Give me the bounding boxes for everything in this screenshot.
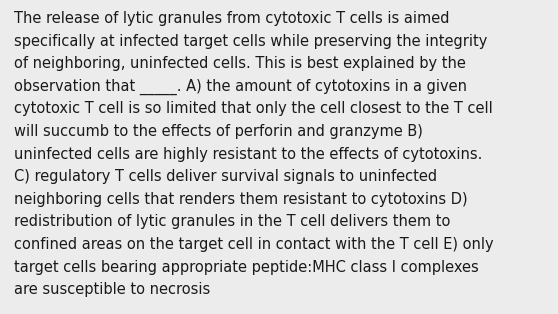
Text: cytotoxic T cell is so limited that only the cell closest to the T cell: cytotoxic T cell is so limited that only… bbox=[14, 101, 493, 116]
Text: The release of lytic granules from cytotoxic T cells is aimed: The release of lytic granules from cytot… bbox=[14, 11, 449, 26]
Text: specifically at infected target cells while preserving the integrity: specifically at infected target cells wh… bbox=[14, 34, 487, 49]
Text: observation that _____. A) the amount of cytotoxins in a given: observation that _____. A) the amount of… bbox=[14, 79, 467, 95]
Text: confined areas on the target cell in contact with the T cell E) only: confined areas on the target cell in con… bbox=[14, 237, 494, 252]
Text: C) regulatory T cells deliver survival signals to uninfected: C) regulatory T cells deliver survival s… bbox=[14, 169, 437, 184]
Text: neighboring cells that renders them resistant to cytotoxins D): neighboring cells that renders them resi… bbox=[14, 192, 468, 207]
Text: redistribution of lytic granules in the T cell delivers them to: redistribution of lytic granules in the … bbox=[14, 214, 450, 230]
Text: target cells bearing appropriate peptide:MHC class I complexes: target cells bearing appropriate peptide… bbox=[14, 260, 479, 275]
Text: of neighboring, uninfected cells. This is best explained by the: of neighboring, uninfected cells. This i… bbox=[14, 56, 466, 71]
Text: uninfected cells are highly resistant to the effects of cytotoxins.: uninfected cells are highly resistant to… bbox=[14, 147, 482, 162]
Text: are susceptible to necrosis: are susceptible to necrosis bbox=[14, 282, 210, 297]
Text: will succumb to the effects of perforin and granzyme B): will succumb to the effects of perforin … bbox=[14, 124, 423, 139]
